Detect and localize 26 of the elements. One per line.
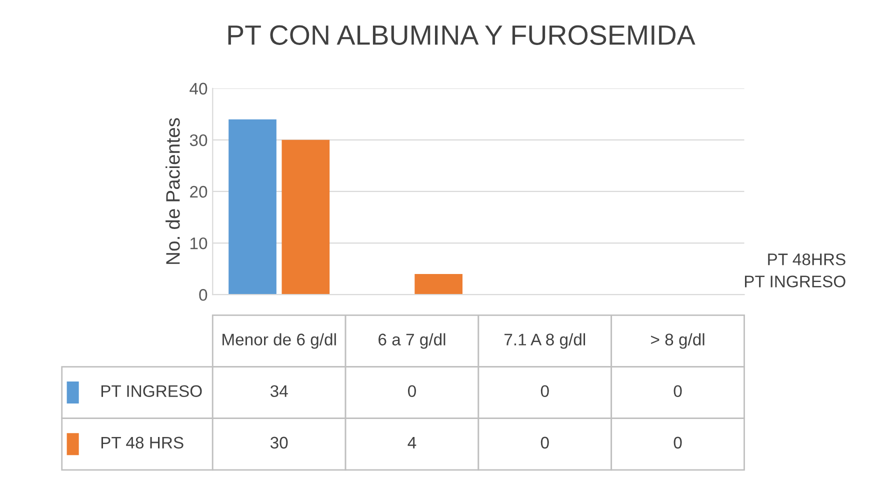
y-tick-label: 40: [190, 82, 208, 95]
y-tick-label: 20: [190, 186, 208, 198]
x-tick-label: > 8 g/dl: [651, 333, 704, 349]
x-tick-label: 7.1 A 8 g/dl: [504, 333, 586, 349]
x-tick-label: Menor de 6 g/dl: [222, 333, 336, 349]
text: PT INGRESO: [744, 276, 846, 288]
data-label: 0: [408, 385, 416, 398]
data-label: 34: [270, 385, 288, 398]
y-axis-title: No. de Pacientes: [166, 118, 180, 264]
data-label: 30: [270, 436, 288, 449]
legend-label: PT INGRESO: [101, 385, 202, 398]
y-tick-label: 30: [190, 134, 208, 146]
data-label: 0: [540, 436, 549, 449]
chart-title: PT CON ALBUMINA Y FUROSEMIDA: [228, 25, 696, 45]
bar: [414, 274, 462, 295]
y-tick-label: 10: [190, 237, 208, 250]
bar: [282, 140, 330, 295]
data-label: 0: [674, 385, 682, 398]
bar: [228, 119, 276, 295]
data-label: 0: [540, 385, 549, 398]
legend-label: PT 48 HRS: [101, 436, 184, 449]
data-label: 4: [408, 436, 416, 448]
data-label: 0: [674, 436, 682, 449]
text: PT 48HRS: [768, 254, 846, 266]
x-tick-label: 6 a 7 g/dl: [378, 333, 446, 349]
y-tick-label: 0: [199, 289, 208, 301]
